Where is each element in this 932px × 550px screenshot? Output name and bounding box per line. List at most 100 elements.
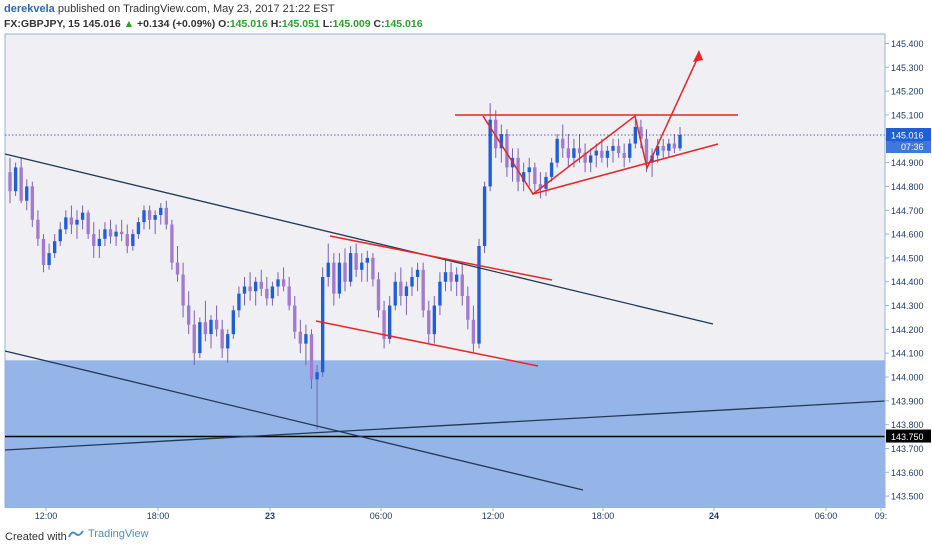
candle-body [114,231,118,237]
candle-body [186,305,191,325]
candle-body [131,234,135,246]
candle-body [64,217,68,230]
candle [270,281,275,306]
price-tick-label: 144.600 [891,230,924,240]
candle [315,365,319,430]
candle [108,219,113,244]
candle [52,234,57,258]
candle-body [438,281,442,306]
candle [281,267,286,292]
candle-body [477,245,481,344]
time-tick-label: 18:00 [147,511,170,521]
publish-line: derekvela published on TradingView.com, … [4,3,335,15]
level-badge-label: 143.750 [891,432,924,442]
time-axis: 12:00 18:00 23 06:00 12:00 18:00 24 06:00 09: [0,508,932,523]
candle [69,205,74,235]
candle-body [348,253,353,282]
candle-body [661,145,665,151]
candle-body [125,234,129,246]
candle-body [220,329,224,349]
candle-body [270,286,275,299]
demand-zone-layer [5,360,885,508]
price-chart[interactable]: 145.400145.300145.200145.100145.000144.9… [0,0,932,523]
candle [449,262,453,292]
candle [242,276,247,306]
candle [432,296,437,344]
candle-body [410,276,414,287]
candle [181,262,185,318]
candle [482,181,487,254]
author-link[interactable]: derekvela [4,3,55,15]
candle-body [667,143,671,151]
candle-body [231,310,236,335]
candle [97,229,102,258]
low-label: L: [322,18,333,30]
candle [41,234,46,273]
candle-body [616,145,621,154]
candle-body [376,279,381,311]
price-tick-label: 143.900 [891,396,924,406]
candle-body [175,262,180,275]
candle [170,219,174,270]
candle-body [371,257,375,280]
candle-body [555,138,559,163]
candle-body [8,172,12,192]
candle [538,172,543,199]
close-label: C: [373,18,385,30]
candle [410,267,414,297]
candle-body [427,310,431,335]
candle-body [639,126,643,139]
candle-body [287,286,291,306]
candle-body [47,253,51,266]
channel-lower-line [315,320,539,367]
projection-arrowhead-icon [693,50,703,62]
candle [259,269,263,297]
candle-body [494,119,498,149]
tradingview-brand[interactable]: TradingView [68,528,149,540]
candle-body [298,331,303,344]
published-text: published on TradingView.com, May 23, 20… [57,3,335,15]
countdown-label: 07:36 [901,142,924,152]
candle [454,267,459,297]
candle [214,305,219,337]
candle-body [198,322,202,354]
time-tick-label: 18:00 [592,511,615,521]
candle-body [600,150,604,158]
demand-zone [5,360,885,508]
candle-body [253,281,258,292]
candle-body [170,224,174,263]
candle-body [566,148,571,158]
candle [555,134,559,168]
candle-body [136,222,141,235]
high-value: 145.051 [281,18,320,30]
candle [521,162,526,192]
candle [393,272,397,311]
candle [326,243,330,287]
candle [64,210,68,235]
price-tick-label: 144.100 [891,349,924,359]
candle [365,250,370,282]
candle [332,253,336,306]
candle-body [226,334,230,349]
candle-body [454,274,459,282]
candle-body [30,186,35,220]
candle-body [281,279,286,287]
candle-body [58,229,62,242]
change-arrow-icon: ▲ [123,18,135,30]
symbol-label: FX:GBPJPY, 15 [4,18,80,30]
candle [86,210,90,239]
level-badge [886,429,931,443]
candle-body [108,229,113,237]
candle-body [415,269,420,277]
candle-body [387,305,392,339]
candle [119,219,124,242]
candle [13,162,18,196]
price-tick-label: 144.800 [891,182,924,192]
candle-body [533,167,537,185]
candle-body [119,231,124,235]
candle-body [276,279,280,287]
candle-body [499,134,504,149]
candle [371,253,375,287]
candle-body [315,372,319,380]
candle [611,138,615,163]
